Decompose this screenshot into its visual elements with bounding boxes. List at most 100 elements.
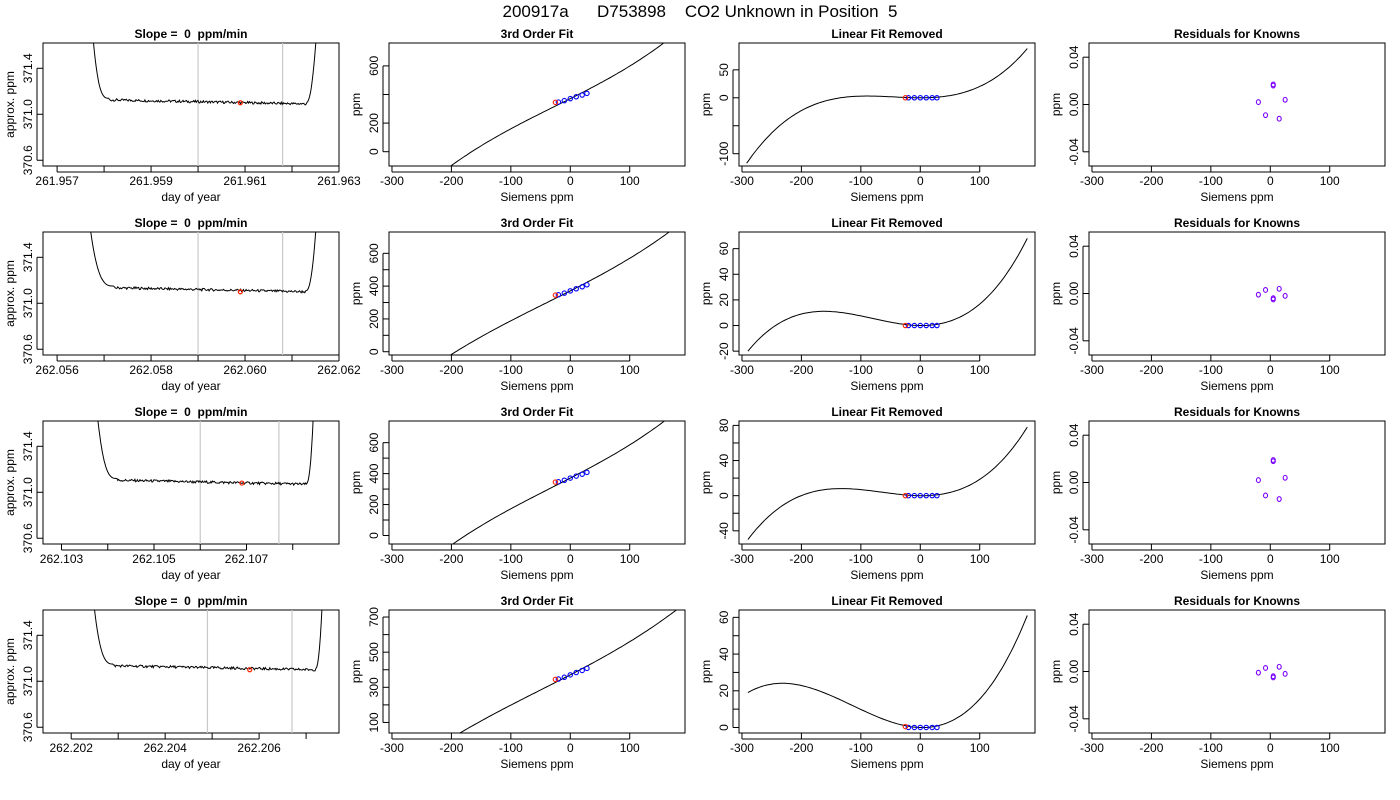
y-tick-label: 370.6 (21, 712, 35, 742)
plot-marks (449, 43, 665, 166)
y-tick-label: 60 (717, 242, 731, 256)
x-tick-label: 100 (970, 741, 990, 755)
x-tick-label: 0 (567, 363, 574, 377)
y-tick-label: -0.04 (1067, 705, 1081, 733)
y-tick-label: 0.00 (1067, 281, 1081, 305)
y-axis-label: ppm (699, 660, 713, 683)
fit-curve (746, 48, 1028, 164)
unknown-point (902, 322, 909, 329)
y-axis-label: approx. ppm (3, 638, 17, 705)
y-tick-label: 371.0 (21, 477, 35, 507)
known-point (567, 672, 574, 678)
y-tick-label: 600 (367, 243, 381, 263)
fit-curve (449, 43, 665, 166)
y-tick-label: -0.04 (1067, 327, 1081, 355)
y-tick-label: 0 (367, 348, 381, 355)
y-tick-label: 0 (717, 724, 731, 731)
x-tick-label: 0 (917, 741, 924, 755)
unknown-point (237, 289, 243, 295)
plot-frame (1088, 42, 1386, 167)
x-tick-label: -100 (499, 174, 523, 188)
x-axis-label: Siemens ppm (500, 379, 573, 393)
unknown-point (552, 479, 559, 485)
x-tick-label: -200 (1139, 363, 1163, 377)
panel-r0c0: Slope = 0 ppm/min 261.957 261.959 261.961 26… (3, 27, 361, 204)
x-axis-label: Siemens ppm (850, 757, 923, 771)
known-point (905, 492, 912, 499)
panel-title: Linear Fit Removed (831, 216, 942, 230)
plot-marks (452, 421, 666, 544)
fit-curve (452, 421, 666, 544)
plot-frame (42, 609, 340, 734)
panel-title: Residuals for Knowns (1174, 594, 1300, 608)
panel-r0c2: Linear Fit Removed -300 -200 -100 0 100 Siemen… (699, 27, 1036, 204)
x-axis-label: Siemens ppm (1200, 379, 1273, 393)
known-point (561, 290, 568, 296)
x-tick-label: 261.963 (317, 174, 361, 188)
known-point (923, 724, 929, 731)
known-point (567, 95, 574, 102)
known-point (905, 322, 912, 329)
panel-r2c3: Residuals for Knowns -300 -200 -100 0 100 Siem… (1049, 405, 1386, 582)
y-tick-label: 60 (717, 610, 731, 624)
y-tick-label: 371.4 (21, 242, 35, 272)
x-tick-label: 262.060 (223, 363, 267, 377)
y-tick-label: 371.4 (21, 53, 35, 83)
x-tick-label: 0 (1267, 174, 1274, 188)
known-point (911, 724, 918, 731)
known-point (573, 94, 579, 100)
x-tick-label: -200 (789, 174, 813, 188)
residual-point (1270, 457, 1276, 463)
fit-curve (449, 232, 671, 355)
x-axis-label: day of year (161, 379, 220, 393)
x-tick-label: -100 (499, 552, 523, 566)
x-tick-label: 0 (567, 741, 574, 755)
x-tick-label: -200 (439, 174, 463, 188)
x-tick-label: -300 (380, 552, 404, 566)
x-tick-label: 0 (1267, 363, 1274, 377)
x-axis-label: Siemens ppm (1200, 190, 1273, 204)
x-tick-label: 261.961 (223, 174, 267, 188)
y-tick-label: -100 (717, 141, 731, 165)
y-tick-label: 0.04 (1067, 45, 1081, 69)
x-tick-label: 261.959 (129, 174, 173, 188)
x-tick-label: -300 (730, 741, 754, 755)
x-tick-label: 100 (1320, 363, 1340, 377)
y-tick-label: -0.04 (1067, 516, 1081, 544)
x-tick-label: 100 (620, 174, 640, 188)
x-tick-label: -300 (730, 174, 754, 188)
plot-marks (1255, 285, 1288, 303)
panel-title: Linear Fit Removed (831, 594, 942, 608)
y-tick-label: 20 (717, 684, 731, 698)
plot-marks (747, 426, 1028, 540)
panel-r1c0: Slope = 0 ppm/min 262.056 262.058 262.060 26… (3, 216, 361, 393)
y-tick-label: -40 (717, 522, 731, 540)
y-tick-label: 0 (717, 94, 731, 101)
known-point (567, 288, 574, 294)
y-axis-label: ppm (1049, 282, 1063, 305)
known-point (911, 492, 918, 499)
panel-title: 3rd Order Fit (501, 27, 574, 41)
plot-frame (1088, 609, 1386, 734)
plot-marks (97, 421, 314, 544)
plot-frame (388, 420, 686, 545)
plot-marks (449, 232, 671, 355)
x-tick-label: -100 (849, 363, 873, 377)
panel-title: 3rd Order Fit (501, 594, 574, 608)
panel-r1c2: Linear Fit Removed-300 -200 -100 0 100Siemen… (699, 216, 1036, 393)
unknown-point (552, 292, 559, 298)
unknown-point (237, 100, 243, 106)
x-tick-label: 262.107 (225, 552, 269, 566)
panel-title: Slope = 0 ppm/min (134, 405, 247, 419)
y-tick-label: 200 (367, 113, 381, 133)
panel-title: Linear Fit Removed (831, 27, 942, 41)
known-point (934, 322, 940, 329)
x-tick-label: 262.202 (49, 741, 93, 755)
y-tick-label: 0 (367, 148, 381, 155)
known-point (579, 284, 585, 290)
panel-r3c1: 3rd Order Fit -300 -200 -100 0 100 Siemens ppm… (349, 594, 686, 771)
panel-r3c0: Slope = 0 ppm/min 262.202 262.204 262.206 da… (3, 594, 340, 771)
y-tick-label: 40 (717, 267, 731, 281)
known-point (555, 479, 562, 485)
x-tick-label: -300 (1080, 363, 1104, 377)
